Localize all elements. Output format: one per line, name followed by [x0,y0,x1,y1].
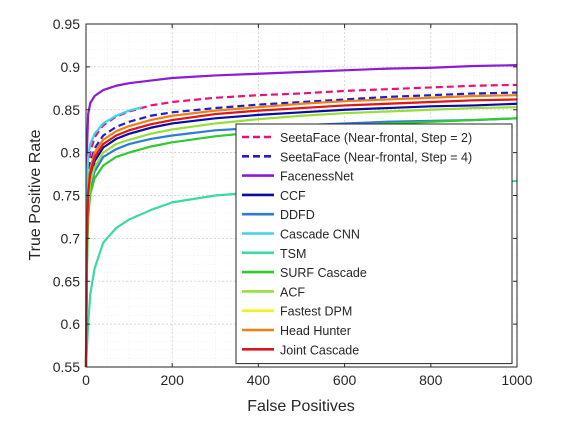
series-line-11 [84,98,518,368]
series-line-2 [84,64,518,368]
legend: SeetaFace (Near-frontal, Step = 2) SeetaF… [235,123,513,365]
legend-label-6: TSM [280,247,306,261]
x-tick-label: 800 [419,372,443,388]
series-layer [84,64,518,368]
y-tick-label: 0.95 [53,16,80,32]
x-tick-label: 1000 [501,372,532,388]
legend-label-4: DDFD [280,208,315,222]
legend-label-8: ACF [280,285,305,299]
legend-label-7: SURF Cascade [280,266,367,280]
y-tick-label: 0.9 [61,59,81,75]
y-tick-label: 0.85 [53,102,80,118]
x-tick-label: 400 [247,372,271,388]
y-tick-label: 0.65 [53,273,80,289]
series-line-7 [84,117,518,368]
y-tick-label: 0.55 [53,359,80,375]
legend-label-5: Cascade CNN [280,228,360,242]
y-axis-ticks: 0.55 0.6 0.65 0.7 0.75 0.8 0.85 0.9 0.95 [53,16,517,375]
legend-label-1: SeetaFace (Near-frontal, Step = 4) [280,150,472,164]
x-tick-label: 200 [161,372,185,388]
legend-label-2: FacenessNet [280,170,354,184]
series-line-5 [84,106,143,368]
legend-box [235,123,513,365]
y-tick-label: 0.6 [61,316,81,332]
y-tick-label: 0.8 [61,145,81,161]
legend-label-3: CCF [280,189,306,203]
x-tick-label: 600 [333,372,357,388]
x-axis-label: False Positives [247,398,355,415]
legend-label-11: Joint Cascade [280,343,359,357]
y-tick-label: 0.7 [61,230,81,246]
series-line-0 [84,83,518,368]
y-axis-label: True Positive Rate [27,129,44,260]
x-tick-label: 0 [82,372,90,388]
x-axis-ticks: 0 200 400 600 800 1000 [82,24,533,388]
legend-label-9: Fastest DPM [280,305,352,319]
y-tick-label: 0.75 [53,188,80,204]
legend-label-10: Head Hunter [280,324,351,338]
legend-label-0: SeetaFace (Near-frontal, Step = 2) [280,131,472,145]
